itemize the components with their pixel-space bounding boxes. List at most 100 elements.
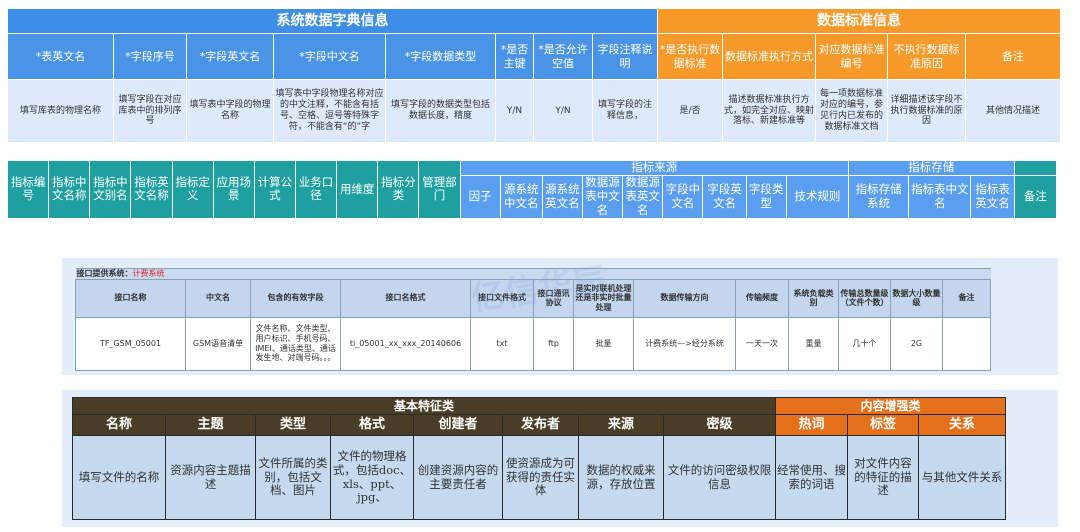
- column-header: *表英文名: [7, 33, 114, 80]
- group-header: 系统数据字典信息: [7, 8, 658, 34]
- column-header: 热词: [775, 414, 849, 436]
- column-header: 字段类型: [745, 174, 787, 219]
- column-header: 传输频度: [735, 278, 789, 318]
- column-header: 业务口径: [294, 160, 338, 219]
- table-cell: ftp: [533, 316, 574, 371]
- column-header: 计算公式: [253, 160, 296, 219]
- column-header: *是否主键: [495, 33, 534, 80]
- table-cell: 填写表中字段物理名称对应的中文注释，不能含有括号、空格、逗号等特殊字符，不能含有…: [273, 79, 386, 143]
- column-header: 格式: [330, 414, 414, 436]
- table-cell: 重量: [788, 316, 839, 371]
- column-header: 对应数据标准编号: [815, 33, 888, 80]
- table-cell: 创建资源内容的主要责任者: [413, 435, 503, 520]
- column-header: 创建者: [413, 414, 503, 436]
- column-header: 技术规则: [785, 174, 849, 219]
- table-cell: Y/N: [495, 79, 534, 143]
- table-cell: ti_05001_xx_xxx_20140606: [340, 316, 471, 371]
- column-header: 不执行数据标准原因: [887, 33, 966, 80]
- table-cell: 每一项数据标准对应的编号，参见行内已发布的数据标准文档: [815, 79, 888, 143]
- column-header: 管理部门: [418, 160, 461, 219]
- group-header: 基本特征类: [71, 397, 777, 415]
- table-cell: 计费系统—>经分系统: [633, 316, 736, 371]
- column-header: *字段数据类型: [385, 33, 496, 80]
- column-header: 数据传输方向: [633, 278, 736, 318]
- group-header: 数据标准信息: [656, 8, 1062, 34]
- table-cell: 描述数据标准执行方式，如完全对应、映射落标、新建标准等: [722, 79, 816, 143]
- column-header: 指标定义: [171, 160, 214, 219]
- column-header: 指标分类: [377, 160, 420, 219]
- table-cell: 填写表中字段的物理名称: [186, 79, 274, 143]
- column-header: 字段中文名: [662, 174, 704, 219]
- column-header: 数据标准执行方式: [722, 33, 816, 80]
- table-cell: TF_GSM_05001: [75, 316, 186, 371]
- column-header: *字段中文名: [273, 33, 386, 80]
- table-cell: [941, 316, 992, 371]
- table-cell: 几十个: [838, 316, 891, 371]
- table-cell: 经常使用、搜索的词语: [775, 435, 849, 520]
- title-label: 接口提供系统：: [76, 269, 133, 278]
- column-header: 类型: [255, 414, 331, 436]
- column-header: *字段序号: [113, 33, 187, 80]
- table-cell: txt: [470, 316, 534, 371]
- column-header: 接口通讯协议: [533, 278, 574, 318]
- group-header: 内容增强类: [775, 397, 1007, 415]
- table-cell: GSM语音清单: [185, 316, 251, 371]
- column-header: 接口名格式: [340, 278, 471, 318]
- column-header: 名称: [72, 414, 166, 436]
- header-row: *表英文名 *字段序号 *字段英文名 *字段中文名 *字段数据类型 *是否主键 *是否允许空…: [7, 33, 1062, 80]
- column-header: 指标中文名称: [48, 160, 91, 219]
- column-header: 主题: [165, 414, 256, 436]
- table-cell: 数据的权威来源，存放位置: [578, 435, 664, 520]
- title-value: 计费系统: [132, 269, 165, 278]
- table-cell: 一天一次: [735, 316, 789, 371]
- column-header: 指标存储系统: [847, 174, 910, 219]
- column-header: 指标中文别名: [89, 160, 132, 219]
- column-header: 传输总数量级（文件个数）: [838, 278, 891, 318]
- table-cell: 填写库表的物理名称: [7, 79, 114, 143]
- column-header: 是实时联机处理还是非实时批量处理: [573, 278, 634, 318]
- column-header: 字段英文名: [702, 174, 747, 219]
- table-cell: 文件的访问密级权限信息: [662, 435, 777, 520]
- column-header: 指标编号: [6, 160, 50, 219]
- header-row: 接口名称 中文名 包含的有效字段 接口名格式 接口文件格式 接口通讯协议 是实时联机处理还是…: [75, 278, 992, 318]
- group-header-row: 系统数据字典信息 数据标准信息: [7, 8, 1062, 34]
- column-header: 应用场景: [212, 160, 255, 219]
- column-header: *字段英文名: [186, 33, 274, 80]
- column-header: 发布者: [502, 414, 579, 436]
- column-header: 数据源表英文名: [622, 174, 664, 219]
- column-header: 包含的有效字段: [250, 278, 341, 318]
- column-header: 指标英文名称: [130, 160, 173, 219]
- column-header: 关系: [918, 414, 1007, 436]
- table-cell: 文件所属的类别，包括文档、图片: [255, 435, 331, 520]
- table-cell: 文件名称、文件类型、用户标识、手机号码、IMEI、通话类型、通话发生地、对端号码…: [250, 316, 341, 371]
- table-cell: 填写文件的名称: [72, 435, 166, 520]
- table-row: 填写文件的名称 资源内容主题描述 文件所属的类别，包括文档、图片 文件的物理格式，包括…: [72, 435, 1007, 520]
- table-cell: 是/否: [657, 79, 723, 143]
- table-row: TF_GSM_05001 GSM语音清单 文件名称、文件类型、用户标识、手机号码、I…: [75, 316, 992, 371]
- group-header: 指标来源: [459, 160, 849, 176]
- table-cell: 2G: [890, 316, 943, 371]
- data-dictionary-table: 系统数据字典信息 数据标准信息 *表英文名 *字段序号 *字段英文名 *字段中文名 *字段数…: [7, 8, 1062, 143]
- column-header: 系统负载类别: [788, 278, 839, 318]
- indicator-table: 指标编号 指标中文名称 指标中文别名 指标英文名称 指标定义 应用场景 计算公式 业务口径 用维…: [6, 160, 1058, 219]
- table-row: 填写库表的物理名称 填写字段在对应库表中的排列序号 填写表中字段的物理名称 填写表中字…: [7, 79, 1062, 143]
- table-cell: 与其他文件关系: [918, 435, 1007, 520]
- teal-cell: [1013, 160, 1058, 176]
- header-row: 名称 主题 类型 格式 创建者 发布者 来源 密级 热词 标签 关系: [72, 414, 1007, 436]
- group-header: 指标存储: [847, 160, 1015, 176]
- column-header: 因子: [459, 174, 501, 219]
- table-cell: 其他情况描述: [964, 79, 1062, 143]
- table-cell: 资源内容主题描述: [165, 435, 256, 520]
- column-header: 来源: [578, 414, 664, 436]
- group-header-row: 指标编号 指标中文名称 指标中文别名 指标英文名称 指标定义 应用场景 计算公式 业务口径 用维…: [6, 160, 1058, 219]
- table-cell: 填写字段的注释信息，: [592, 79, 658, 143]
- table-cell: 使资源成为可获得的责任实体: [502, 435, 579, 520]
- metadata-table: 基本特征类 内容增强类 名称 主题 类型 格式 创建者 发布者 来源 密级 热词 标签 关系 填写文件的名…: [71, 397, 1007, 520]
- column-header: *是否允许空值: [533, 33, 593, 80]
- column-header: 字段注释说明: [592, 33, 658, 80]
- column-header: 备注: [941, 278, 992, 318]
- table-cell: 文件的物理格式，包括doc、xls、ppt、jpg、: [330, 435, 414, 520]
- column-header: *是否执行数据标准: [657, 33, 723, 80]
- column-header: 备注: [1013, 174, 1058, 219]
- column-header: 指标表中文名: [908, 174, 972, 219]
